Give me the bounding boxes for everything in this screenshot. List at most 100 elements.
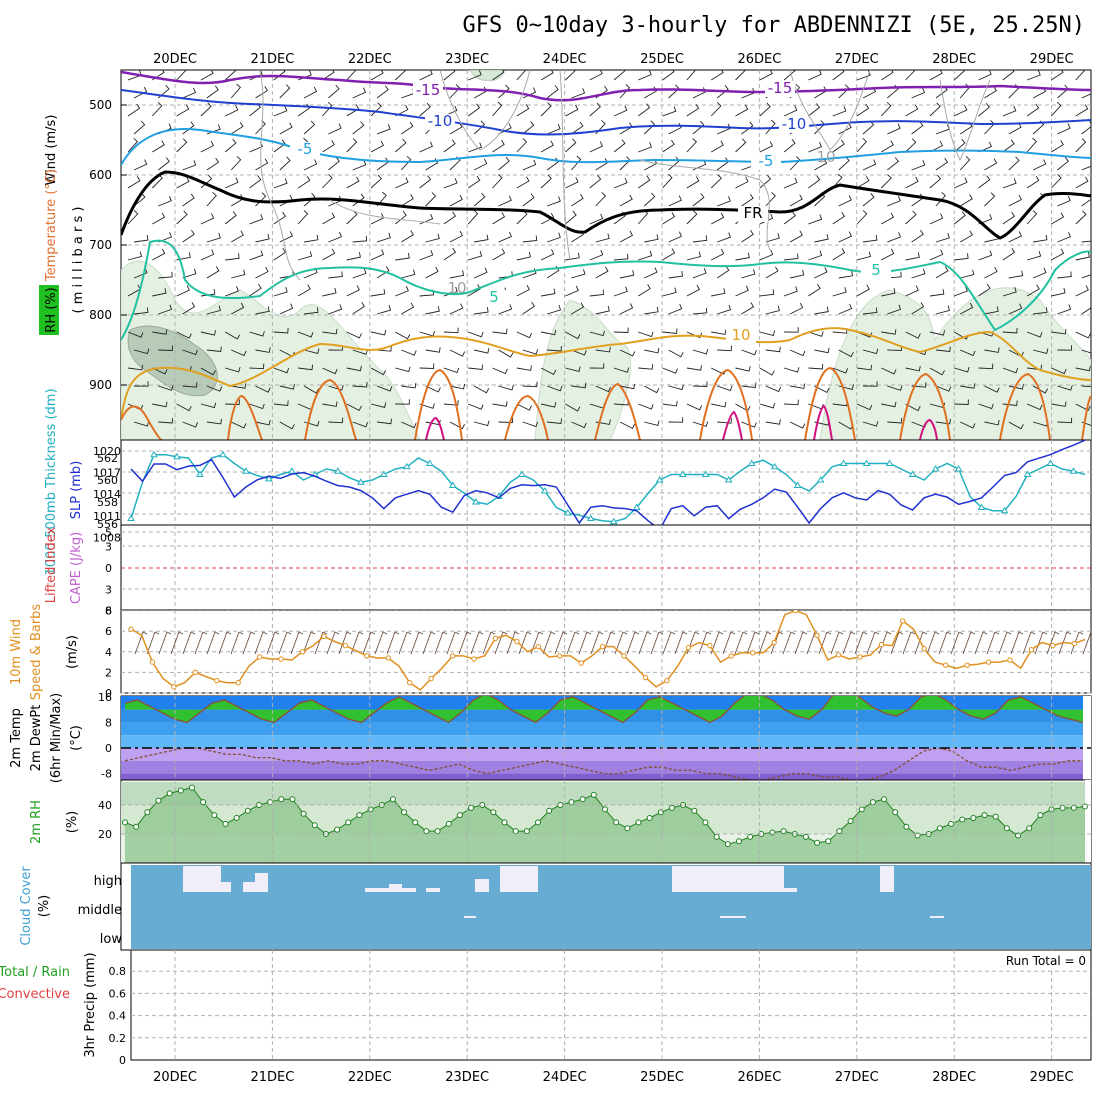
wind10-barb [842,631,856,655]
wind-barb [741,229,754,243]
wind-barb [808,70,822,81]
wind-barb [182,193,195,207]
wind-barb [643,192,656,207]
wind-barb [759,174,772,189]
bottom-date-label: 21DEC [250,1070,294,1085]
rh2m-marker [289,796,296,803]
wind-barb [443,367,460,374]
wind-barb [133,120,146,135]
wind-barb [783,177,798,189]
wind-barb [662,328,678,334]
wind-barb [741,302,755,315]
wind-barb [279,156,291,171]
wind-barb [346,365,362,372]
wind-barb [984,266,998,279]
wind-barb [984,347,1000,353]
label-wind: Wind (m/s) [44,115,59,186]
wind-barb [638,103,651,117]
temp2m-panel: 16 8 0 -8 2m Temp 2m DewPt (6hr Min/Max) (°… [9,691,1092,783]
wind-barb [814,158,828,171]
wind-barb [322,101,333,117]
contour-label-bg [413,83,443,99]
wind-barb [644,86,658,99]
wind-barb [1032,385,1049,394]
wind-barb [832,367,849,374]
wind-barb [692,268,707,279]
bottom-date-label: 23DEC [445,1070,489,1085]
wind-barb [376,305,392,315]
wind-barb [765,419,781,425]
cloud-block [426,888,440,892]
wind-barb [808,283,821,297]
thickness-marker [678,470,687,477]
wind-barb [206,305,221,315]
wind10-barb [170,631,184,655]
wind-barb [1002,327,1018,334]
wind-barb [613,70,626,81]
wind-barb [929,330,946,336]
wind-barb [959,194,973,207]
wind-barb [686,70,697,81]
wind-barb [662,173,673,189]
lifted-tick-label: 5 [105,527,112,540]
wind-barb [151,102,163,117]
wind-barb [133,235,149,243]
wind-barb [808,250,823,261]
thickness-tick-label: 558 [97,496,118,509]
pressure-tick-label: 900 [89,378,112,392]
wind-barb [759,102,771,117]
wind10-marker [814,632,820,639]
wind-barb [346,138,358,153]
wind10-barb [1046,631,1060,655]
wind-barb [1033,307,1048,315]
wind-barb [522,159,537,171]
wind-barb [571,302,585,315]
wind-barb [638,250,653,261]
contour-label: -5 [759,152,774,170]
thickness-marker [701,470,710,477]
wind-barb [474,348,490,354]
wind10-tick-label: 2 [105,666,112,679]
thickness-marker [977,503,986,510]
wind-barb [401,230,414,243]
rh2m-marker [345,819,352,826]
wind-barb [984,192,996,207]
thickness-marker [1069,467,1078,474]
rh2m-marker [814,839,821,846]
wind-barb [352,301,366,315]
wind-barb [225,286,239,297]
cloud-block [221,882,231,892]
bottom-date-axis: 20DEC 21DEC 22DEC 23DEC 24DEC 25DEC 26DEC 27DEC… [153,1070,1073,1085]
wind-barb [565,70,577,81]
rh2m-marker [981,812,988,819]
wind-barb [692,87,707,99]
wind-barb [832,70,845,81]
wind-barb [230,121,244,135]
rh2m-marker [456,812,463,819]
wind10-marker [642,674,649,681]
rh2m-marker [468,804,475,811]
wind-barb [127,176,141,189]
wind10-barb [938,631,952,655]
wind-barb [1057,157,1069,171]
temperature-band [121,748,1083,761]
wind-barb [759,249,774,261]
wind-barb [1051,70,1064,81]
temp2m-tick-label: 16 [98,691,112,704]
wind-barb [546,85,559,99]
wind-barb [692,421,709,427]
contour-label-bg [779,117,809,133]
wind-barb [765,119,776,135]
wind-barb [176,70,187,81]
wind10-barb [242,631,256,655]
wind10-marker [685,644,692,651]
rh2m-marker [858,806,865,813]
wind10-marker [171,684,177,690]
wind-barb [200,102,212,117]
wind-barb [1026,251,1042,261]
wind10-barbs [134,631,1091,655]
wind-barb [571,193,584,207]
wind-barb [1081,349,1091,354]
wind-barb [255,419,271,426]
